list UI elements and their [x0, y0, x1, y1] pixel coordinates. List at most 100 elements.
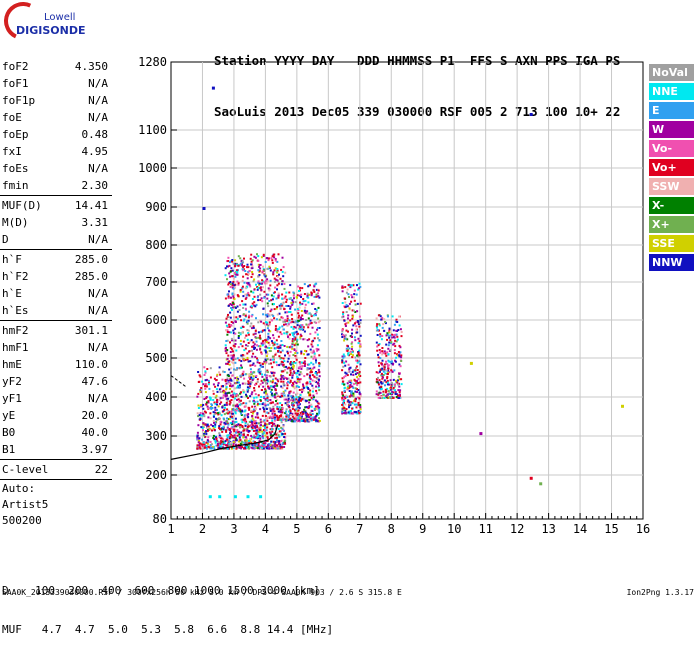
- echo-point: [238, 446, 241, 449]
- echo-point: [232, 404, 235, 407]
- echo-point: [269, 310, 272, 313]
- echo-point: [277, 428, 280, 430]
- echo-point: [234, 339, 237, 342]
- echo-point: [305, 350, 308, 353]
- echo-point: [237, 398, 240, 401]
- echo-point: [356, 396, 359, 399]
- echo-point: [301, 391, 303, 394]
- echo-point: [236, 381, 239, 384]
- echo-point: [302, 338, 305, 341]
- echo-point: [299, 336, 302, 339]
- echo-point: [341, 380, 344, 383]
- echo-point: [212, 392, 215, 395]
- echo-point: [242, 370, 245, 373]
- echo-point: [220, 427, 223, 430]
- echo-point: [226, 349, 229, 351]
- echo-point: [281, 404, 283, 407]
- echo-point: [259, 418, 262, 421]
- echo-point: [196, 395, 199, 398]
- echo-point: [244, 447, 247, 449]
- echo-point: [250, 410, 253, 413]
- echo-point: [227, 443, 230, 446]
- echo-point: [391, 370, 394, 373]
- echo-point: [358, 411, 361, 414]
- echo-point: [385, 395, 388, 398]
- echo-point: [240, 264, 243, 267]
- echo-point: [314, 372, 317, 375]
- echo-point: [246, 446, 248, 449]
- echo-point: [382, 370, 385, 373]
- echo-point: [258, 264, 261, 266]
- echo-point: [269, 269, 272, 272]
- echo-point: [313, 366, 316, 369]
- echo-point: [226, 420, 229, 423]
- echo-point: [236, 317, 239, 320]
- echo-point: [350, 353, 352, 356]
- footer-info: SAA0K_2013339030000.RSF / 300fx256h 50 k…: [2, 588, 402, 597]
- echo-point: [294, 352, 297, 355]
- echo-point: [304, 406, 307, 409]
- echo-point: [343, 396, 346, 398]
- echo-point: [293, 398, 296, 401]
- echo-point: [283, 287, 286, 290]
- echo-point: [228, 418, 231, 420]
- echo-point: [316, 349, 319, 352]
- echo-point: [223, 441, 226, 444]
- echo-point: [231, 415, 233, 418]
- echo-point: [227, 375, 230, 377]
- echo-point: [205, 397, 208, 400]
- echo-point: [301, 287, 304, 290]
- echo-point: [220, 414, 223, 417]
- echo-point: [315, 347, 318, 350]
- echo-point: [316, 333, 319, 336]
- echo-point: [291, 303, 294, 306]
- echo-point: [258, 287, 261, 290]
- echo-point: [280, 340, 283, 342]
- echo-point: [244, 373, 247, 376]
- echo-point: [347, 370, 350, 373]
- echo-point: [391, 333, 393, 336]
- param-value: 4.350: [74, 60, 108, 73]
- echo-point: [253, 389, 256, 392]
- echo-point: [287, 311, 290, 313]
- echo-point: [239, 315, 242, 318]
- echo-point: [276, 407, 279, 410]
- echo-point: [205, 430, 207, 433]
- echo-point: [287, 357, 290, 360]
- echo-point: [239, 408, 242, 411]
- echo-point: [263, 440, 266, 443]
- echo-point: [279, 331, 282, 334]
- echo-point: [265, 417, 268, 420]
- echo-point: [241, 382, 244, 385]
- echo-point: [261, 363, 264, 365]
- echo-point: [293, 349, 296, 351]
- echo-point: [289, 363, 292, 366]
- echo-point: [280, 374, 283, 377]
- echo-point: [277, 380, 280, 383]
- echo-point: [261, 373, 263, 376]
- echo-point: [269, 428, 272, 431]
- echo-point: [214, 423, 217, 426]
- echo-point: [297, 406, 300, 409]
- echo-point: [231, 374, 234, 377]
- echo-point: [226, 329, 229, 332]
- echo-point: [344, 397, 347, 400]
- echo-point: [351, 385, 354, 388]
- echo-point: [264, 349, 267, 352]
- echo-point: [276, 269, 279, 272]
- echo-point: [199, 443, 202, 446]
- echo-point: [295, 350, 298, 353]
- echo-point: [309, 322, 312, 325]
- echo-point: [224, 380, 227, 383]
- echo-point: [238, 403, 241, 406]
- echo-point: [384, 321, 387, 323]
- echo-point: [265, 447, 268, 450]
- echo-point: [271, 381, 274, 384]
- echo-point: [236, 310, 239, 313]
- param-value: N/A: [88, 77, 108, 90]
- echo-point: [254, 256, 257, 259]
- echo-point: [222, 428, 225, 431]
- echo-point: [318, 320, 321, 322]
- echo-point: [287, 323, 290, 326]
- echo-point: [268, 344, 271, 347]
